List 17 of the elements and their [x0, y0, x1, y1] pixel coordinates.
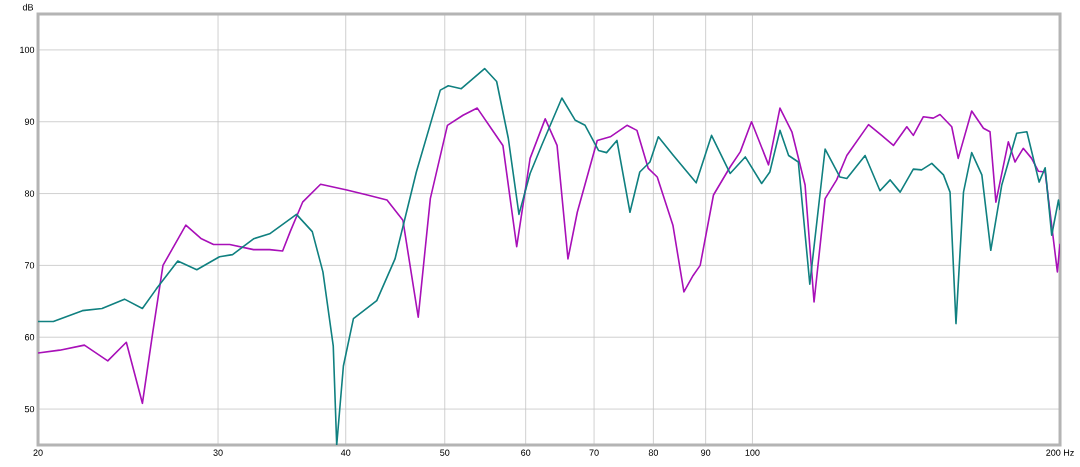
x-tick-label: 90 — [701, 449, 711, 456]
y-tick-label: 90 — [24, 118, 35, 125]
x-tick-label: 50 — [440, 449, 450, 456]
x-tick-label: 80 — [648, 449, 659, 456]
y-tick-label: 50 — [24, 405, 35, 413]
x-tick-label: 30 — [213, 449, 223, 456]
y-tick-label: 70 — [24, 262, 35, 269]
x-tick-label: 100 — [745, 449, 760, 456]
y-axis-title: dB — [22, 3, 34, 11]
x-tick-label: 200 Hz — [1046, 449, 1074, 456]
y-tick-label: 100 — [20, 46, 35, 54]
x-tick-label: 20 — [33, 449, 43, 456]
y-tick-label: 60 — [24, 334, 35, 341]
x-tick-label: 70 — [589, 449, 599, 456]
x-tick-label: 40 — [340, 449, 351, 456]
y-tick-label: 80 — [24, 190, 35, 197]
x-tick-label: 60 — [521, 449, 531, 456]
